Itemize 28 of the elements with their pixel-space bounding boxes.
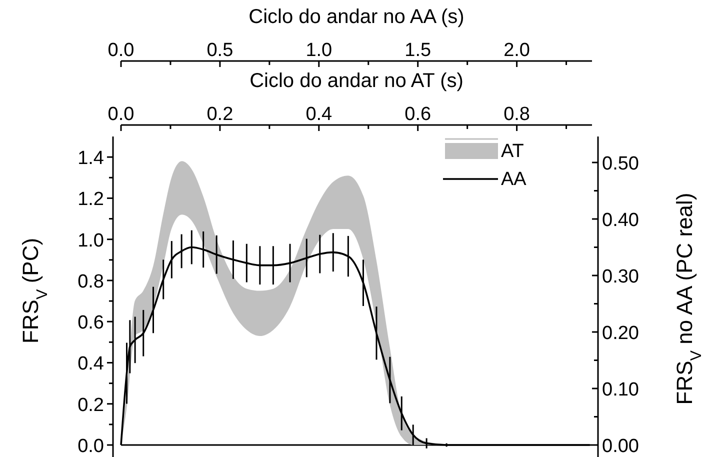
x-tick-label: 2.0 xyxy=(504,40,530,61)
y-tick-label: 1.0 xyxy=(78,230,104,252)
y2-tick-label: 0.30 xyxy=(602,266,639,288)
y2-tick-label: 0.00 xyxy=(602,436,639,457)
y-tick-label: 1.2 xyxy=(78,189,104,210)
legend-label: AA xyxy=(501,169,527,190)
y2-tick-label: 0.50 xyxy=(602,153,639,174)
x2-axis-title: Ciclo do andar no AT (s) xyxy=(250,70,464,92)
x2-tick-label: 0.8 xyxy=(504,104,530,125)
x-tick-label: 1.0 xyxy=(306,40,332,61)
y-tick-label: 0.8 xyxy=(78,271,104,292)
x2-tick-label: 0.4 xyxy=(306,104,333,125)
y-tick-label: 0.2 xyxy=(78,394,104,416)
x2-tick-label: 0.0 xyxy=(108,104,134,125)
y2-tick-label: 0.10 xyxy=(602,380,639,400)
x2-tick-label: 0.6 xyxy=(404,104,432,125)
y2-tick-label: 0.40 xyxy=(602,210,639,231)
x2-tick-label: 0.2 xyxy=(206,104,234,125)
y2-tick-label: 0.20 xyxy=(602,322,639,344)
x-tick-label: 1.5 xyxy=(404,40,432,61)
y-tick-label: 1.4 xyxy=(78,148,104,170)
x-tick-label: 0.0 xyxy=(108,40,134,61)
y-tick-label: 0.0 xyxy=(78,436,104,457)
y-tick-label: 0.4 xyxy=(78,354,104,375)
x-tick-label: 0.5 xyxy=(206,40,234,61)
x-axis-title: Ciclo do andar no AA (s) xyxy=(248,6,464,28)
y-tick-label: 0.6 xyxy=(78,312,104,334)
legend-label: AT xyxy=(501,141,524,162)
